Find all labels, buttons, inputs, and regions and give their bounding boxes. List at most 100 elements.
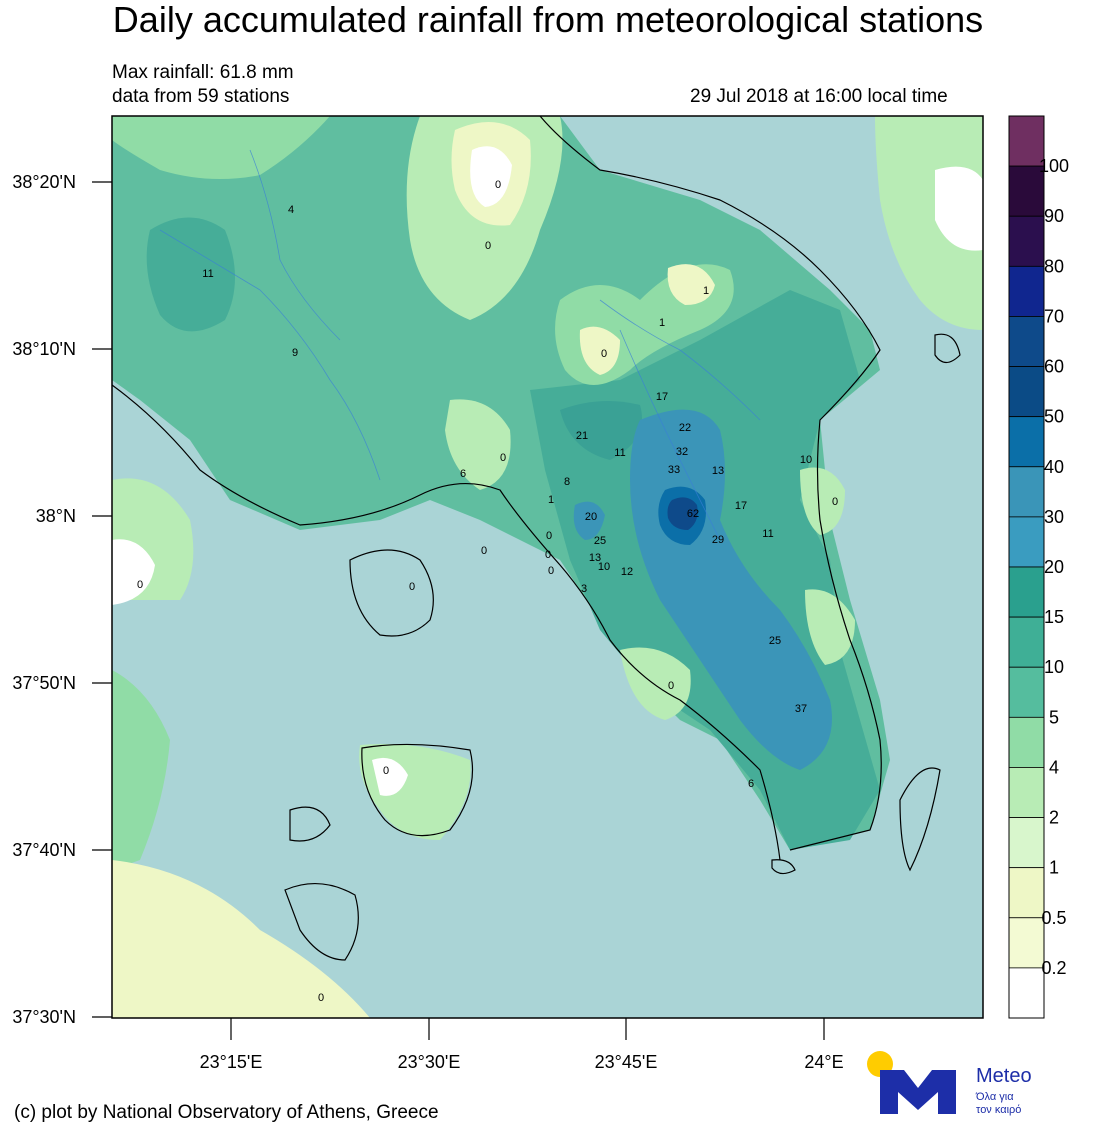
contour-low-elefsina [445, 399, 511, 490]
contour-low-south [112, 860, 370, 1018]
legend-label: 0.2 [1041, 958, 1066, 978]
station-value: 3 [581, 583, 587, 595]
station-value: 29 [712, 534, 724, 546]
lat-label: 37°40'N [12, 840, 76, 860]
legend-label: 70 [1044, 306, 1064, 326]
legend-swatch [1008, 165, 1045, 217]
lon-label: 23°30'E [398, 1052, 461, 1072]
logo-name: Meteo [976, 1065, 1032, 1087]
longitude-axis: 23°15'E 23°30'E 23°45'E 24°E [200, 1018, 844, 1072]
lat-label: 38°10'N [12, 339, 76, 359]
station-value: 0 [548, 565, 554, 577]
station-value: 1 [703, 285, 709, 297]
station-value: 13 [589, 552, 601, 564]
contour-zero-aegina [372, 757, 408, 796]
legend-label: 4 [1049, 757, 1059, 777]
station-value: 0 [832, 496, 838, 508]
legend-label: 15 [1044, 607, 1064, 627]
credit-text: (c) plot by National Observatory of Athe… [14, 1102, 439, 1123]
legend-swatch [1008, 767, 1045, 818]
methana-peninsula [284, 882, 359, 961]
map-area: 0 4 0 11 1 1 9 0 17 22 21 11 32 33 13 10… [112, 116, 983, 1018]
station-value: 0 [668, 680, 674, 692]
small-island-sunio [771, 859, 796, 875]
legend-swatch [1008, 817, 1045, 869]
contour-low-east-coast [805, 589, 855, 665]
legend-swatch [1008, 466, 1045, 518]
coastline [112, 116, 961, 961]
station-value: 9 [292, 347, 298, 359]
legend-frame [1008, 115, 1045, 1019]
station-value: 22 [679, 422, 691, 434]
legend-swatch [1008, 215, 1045, 267]
station-value: 12 [621, 566, 633, 578]
station-value: 10 [800, 454, 812, 466]
station-value: 0 [500, 452, 506, 464]
station-value: 1 [548, 494, 554, 506]
legend-label: 30 [1044, 507, 1064, 527]
legend-swatch [1008, 366, 1045, 418]
station-value: 0 [601, 348, 607, 360]
contour-20-piraeus [573, 501, 605, 540]
legend-swatch [1008, 716, 1045, 768]
contour-low-0a [579, 326, 620, 375]
rivers [159, 149, 761, 541]
legend-label: 2 [1049, 808, 1059, 828]
station-value: 17 [656, 391, 668, 403]
legend-swatch [1008, 917, 1045, 969]
lat-label: 38°20'N [12, 172, 76, 192]
station-value: 13 [712, 465, 724, 477]
legend-swatch [1008, 867, 1045, 919]
station-count-label: data from 59 stations [112, 86, 290, 107]
station-value: 33 [668, 464, 680, 476]
station-value: 0 [545, 549, 551, 561]
meteo-logo: Meteo Όλα για τον καιρό [867, 1051, 1032, 1116]
legend-swatch [1008, 265, 1045, 317]
legend-swatch [1008, 416, 1045, 468]
contour-zero-west [112, 539, 155, 605]
lat-label: 38°N [36, 506, 76, 526]
station-value: 0 [495, 179, 501, 191]
legend-label: 0.5 [1041, 908, 1066, 928]
contour-15-20 [560, 401, 642, 460]
station-value: 0 [318, 992, 324, 1004]
lon-label: 23°15'E [200, 1052, 263, 1072]
legend-swatch [1008, 666, 1045, 718]
station-value: 32 [676, 446, 688, 458]
legend-label: 40 [1044, 457, 1064, 477]
makronisos-island [899, 767, 941, 872]
legend-swatch [1008, 566, 1045, 618]
station-value: 1 [659, 317, 665, 329]
station-value: 11 [762, 528, 773, 540]
contour-zero-ne [935, 166, 983, 251]
station-value: 6 [748, 778, 754, 790]
contour-11-west [146, 217, 235, 332]
legend-swatch [1008, 516, 1045, 568]
station-value: 62 [687, 508, 699, 520]
legend-swatch [1008, 967, 1045, 1019]
contour-50-60 [667, 497, 698, 530]
contour-low-vouliagmeni [620, 647, 691, 720]
legend-label: 10 [1044, 657, 1064, 677]
station-value: 37 [795, 703, 807, 715]
station-value: 11 [614, 447, 625, 459]
legend-label: 50 [1044, 407, 1064, 427]
legend-label: 60 [1044, 357, 1064, 377]
small-island-ne [934, 333, 961, 364]
station-value: 25 [769, 635, 781, 647]
timestamp-label: 29 Jul 2018 at 16:00 local time [690, 86, 948, 107]
station-value: 20 [585, 511, 597, 523]
station-value: 0 [383, 765, 389, 777]
station-value: 21 [576, 430, 588, 442]
logo-tagline: Όλα για [975, 1091, 1014, 1103]
salamina-island [349, 549, 434, 637]
color-legend: 100 90 80 70 60 50 40 30 20 15 10 5 4 2 1 0.5 0.2 [1008, 115, 1069, 1019]
station-value: 17 [735, 500, 747, 512]
legend-label: 80 [1044, 256, 1064, 276]
contour-zero-north [470, 146, 512, 207]
rainfall-contours [112, 116, 983, 1018]
small-island-sw [289, 806, 331, 842]
contour-low-sw [112, 670, 170, 870]
lat-label: 37°50'N [12, 673, 76, 693]
